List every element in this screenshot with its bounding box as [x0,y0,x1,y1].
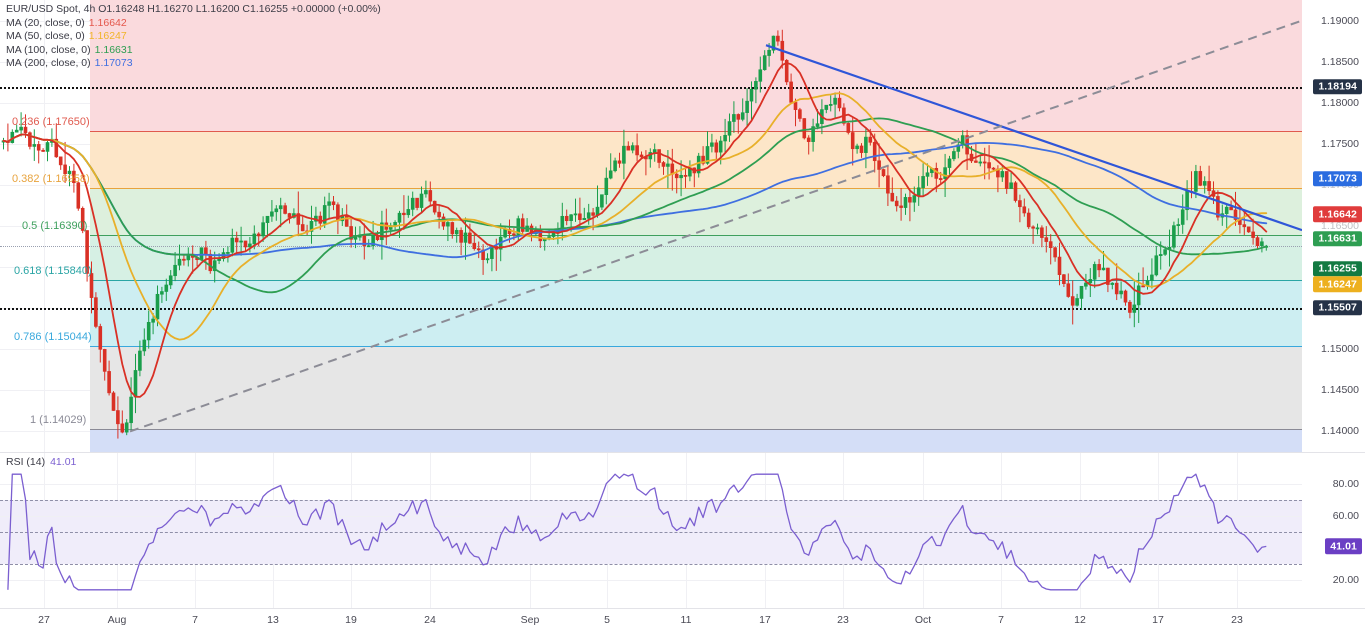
time-axis-tick: 17 [1152,614,1164,626]
support-level-badge[interactable]: 1.15507 [1313,299,1362,316]
time-axis-tick: Sep [520,614,540,626]
rsi-overbought-oversold-band [0,499,1302,565]
price-series-svg [1,19,1302,439]
time-axis-tick: Aug [107,614,127,626]
rsi-gridline [0,515,1302,517]
price-axis-tick: 1.18000 [1321,96,1359,109]
rsi-axis[interactable]: 80.00 60.00 20.00 41.01 [1302,453,1365,609]
fib-level-line-0.382 [90,188,1302,190]
fib-zone-6 [90,429,1302,452]
price-axis[interactable]: 1.190001.185001.180001.175001.170001.165… [1302,0,1365,452]
price-axis-tick: 1.16500 [1321,220,1359,232]
rsi-axis-tick: 80.00 [1332,477,1359,490]
price-axis-tick: 1.18500 [1321,55,1359,68]
fib-level-line-1 [90,429,1302,431]
price-axis-tick: 1.19000 [1321,14,1359,27]
rsi-axis-tick: 60.00 [1332,509,1359,522]
last-price-badge[interactable]: 1.16255 [1313,260,1362,277]
rsi-line [7,473,1267,591]
rsi-legend: RSI (14) 41.01 [6,456,76,468]
rsi-level-70 [0,499,1302,501]
resistance-level-badge[interactable]: 1.18194 [1313,79,1362,95]
rsi-plot-area[interactable] [0,453,1302,609]
level-line-1.18194 [0,86,1302,89]
time-axis[interactable]: 27 Aug 7 13 19 24 Sep 5 11 17 23 Oct 7 12 17 23 [0,608,1365,634]
rsi-level-50 [0,532,1302,533]
fib-zone-0 [90,0,1302,132]
time-axis-tick: 27 [38,614,50,626]
ma20-badge[interactable]: 1.16642 [1313,206,1362,223]
price-axis-tick: 1.14000 [1321,425,1359,438]
level-line-1.16255 [0,246,1302,248]
rsi-series-svg [7,473,1267,591]
ma50-badge[interactable]: 1.16247 [1313,276,1362,293]
price-plot-area[interactable]: 0.236 (1.17650) 0.382 (1.16958) 0.5 (1.163… [0,0,1302,452]
ma100-line [2,117,1268,294]
fib-zone-2 [90,188,1302,236]
fib-level-label-0.618: 0.618 (1.15840) [14,265,92,278]
price-axis-tick: 1.17500 [1321,137,1359,150]
ma50-line [2,92,1268,341]
time-axis-tick: 7 [192,614,198,626]
time-axis-tick: 17 [759,614,771,626]
fib-level-line-0.618 [90,280,1302,282]
rsi-value-badge[interactable]: 41.01 [1325,538,1362,555]
ma20-line [2,61,1268,398]
fib-zone-5 [90,345,1302,430]
rsi-legend-value: 41.01 [50,456,77,468]
ascending-trendline[interactable] [129,19,1302,433]
fib-level-line-0.5 [90,235,1302,237]
fib-level-label-0.5: 0.5 (1.16390) [22,220,88,233]
rsi-level-30 [0,564,1302,566]
time-axis-tick: 19 [345,614,357,626]
time-axis-tick: 23 [837,614,849,626]
candlestick-series [1,29,1269,439]
fib-zone-3 [90,235,1302,281]
level-line-1.15507 [0,307,1302,310]
fib-level-label-0.236: 0.236 (1.17650) [12,116,90,129]
fib-zone-4 [90,280,1302,346]
price-chart-panel[interactable]: 0.236 (1.17650) 0.382 (1.16958) 0.5 (1.163… [0,0,1365,452]
time-axis-tick: 12 [1074,614,1086,626]
ma200-badge[interactable]: 1.17073 [1313,171,1362,187]
time-axis-tick: 23 [1231,614,1243,626]
fib-level-label-0.382: 0.382 (1.16958) [12,173,90,186]
time-axis-tick: 7 [998,614,1004,626]
time-axis-tick: 5 [604,614,610,626]
fib-level-line-0.236 [90,131,1302,133]
rsi-indicator-panel[interactable]: 80.00 60.00 20.00 41.01 RSI (14) 41.01 [0,452,1365,609]
time-axis-tick: 13 [267,614,279,626]
ma100-badge[interactable]: 1.16631 [1313,231,1362,247]
fib-level-label-1: 1 (1.14029) [30,414,87,427]
price-axis-tick: 1.15000 [1321,343,1359,356]
fib-level-line-0.786 [90,345,1302,347]
time-axis-tick: Oct [914,614,932,626]
rsi-axis-tick: 20.00 [1332,574,1359,587]
rsi-gridline [0,483,1302,485]
price-axis-tick: 1.14500 [1321,384,1359,397]
descending-trendline[interactable] [765,44,1302,232]
fib-level-label-0.786: 0.786 (1.15044) [14,330,92,343]
rsi-legend-label: RSI (14) [6,456,46,468]
time-axis-tick: 11 [680,614,692,626]
time-axis-tick: 24 [424,614,436,626]
rsi-gridline [0,580,1302,582]
